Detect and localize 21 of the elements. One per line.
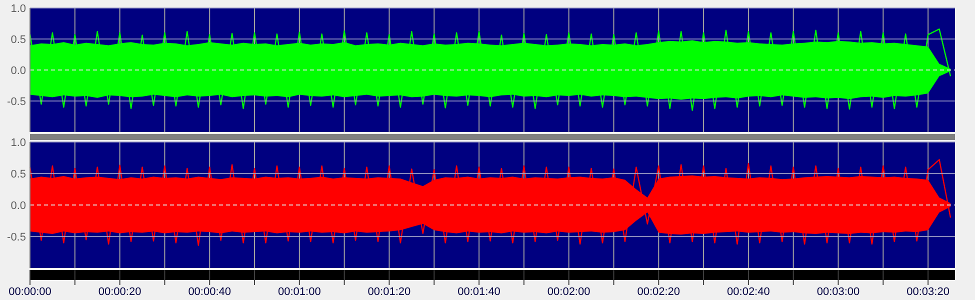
x-tick-label: 00:03:20 bbox=[906, 286, 950, 298]
x-tick-label: 00:01:20 bbox=[368, 286, 411, 298]
x-tick-label: 00:00:40 bbox=[188, 286, 232, 298]
x-tick-label: 00:02:20 bbox=[637, 286, 680, 298]
x-tick-label: 00:03:00 bbox=[816, 286, 860, 298]
y-tick-label: 0.5 bbox=[10, 34, 26, 46]
x-tick-label: 00:02:00 bbox=[547, 286, 590, 298]
y-tick-label: -0.5 bbox=[7, 96, 26, 108]
y-tick-label: -0.5 bbox=[7, 231, 26, 244]
x-tick-label: 00:02:40 bbox=[727, 286, 770, 298]
y-tick-label: 1.0 bbox=[10, 2, 26, 15]
y-tick-label: 0.0 bbox=[10, 200, 26, 212]
x-tick-label: 00:01:00 bbox=[278, 286, 321, 298]
y-tick-label: 0.5 bbox=[10, 168, 26, 180]
x-tick-label: 00:00:00 bbox=[8, 286, 52, 298]
line-series bbox=[29, 159, 952, 246]
x-tick-label: 00:00:20 bbox=[98, 286, 142, 298]
line-series bbox=[29, 28, 952, 111]
x-tick-label: 00:01:40 bbox=[458, 286, 500, 298]
y-tick-label: 1.0 bbox=[10, 136, 26, 149]
y-tick-label: 0.0 bbox=[10, 64, 26, 77]
